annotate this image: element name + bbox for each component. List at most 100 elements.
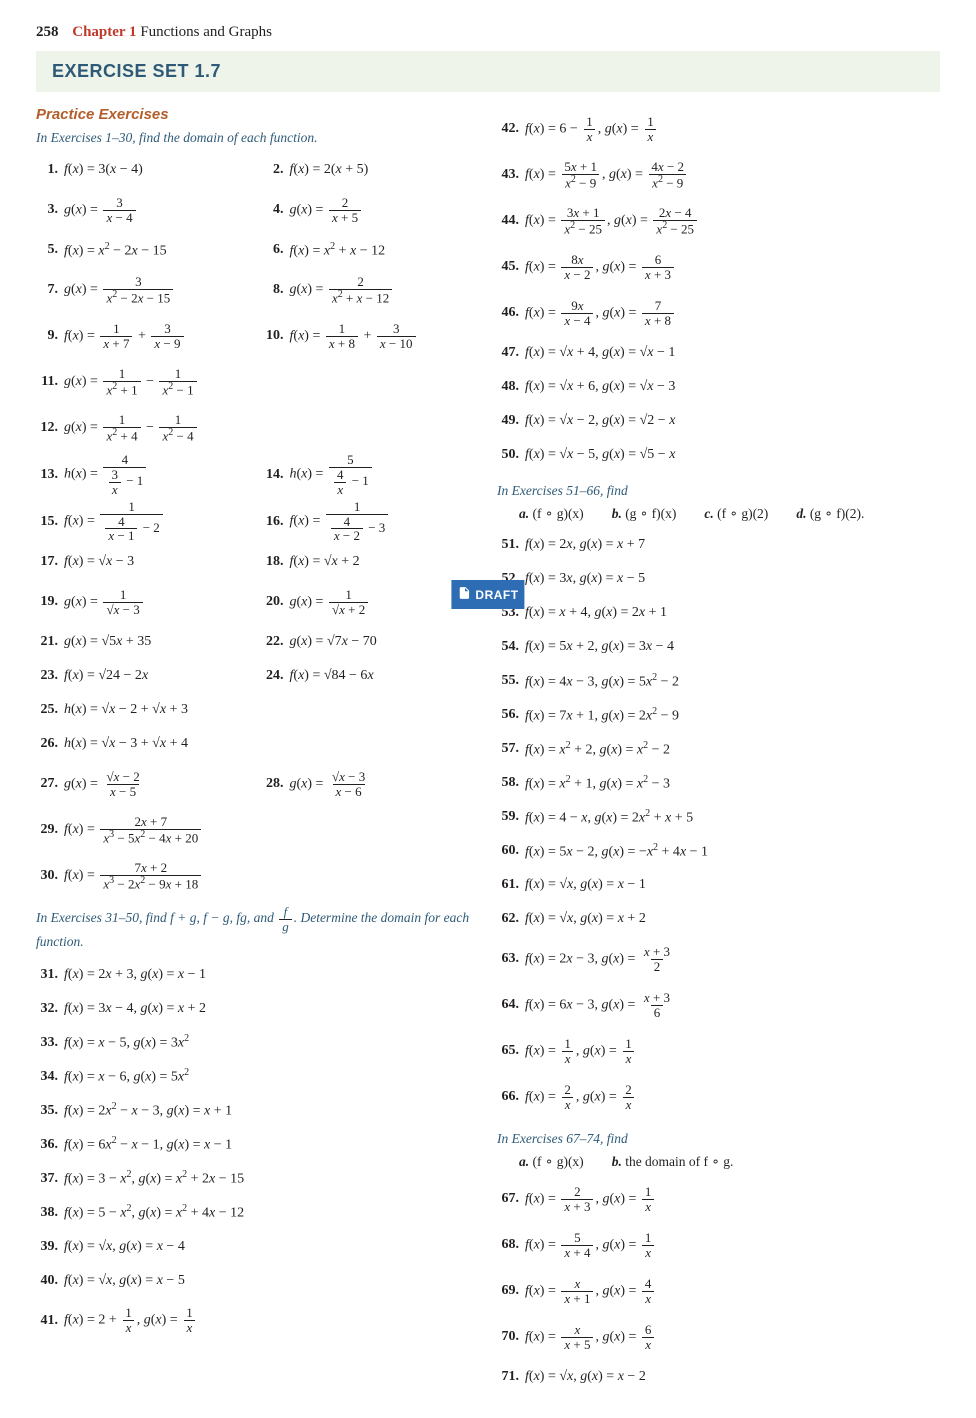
exercise-expression: f(x) = x2 + x − 12 [290,241,386,260]
exercise-item: 71.f(x) = √x, g(x) = x − 2 [497,1360,940,1394]
exercise-number: 5. [36,242,58,258]
exercise-item: 19. g(x) = 1√x − 3 [36,579,254,625]
exercise-number: 56. [497,707,519,723]
exercise-item: 7.g(x) = 3x2 − 2x − 15 [36,267,254,313]
exercise-expression: h(x) = √x − 2 + √x + 3 [64,702,188,718]
exercise-number: 22. [262,634,284,650]
exercise-expression: f(x) = x + 4, g(x) = 2x + 1 [525,605,667,621]
exercise-expression: f(x) = 3x + 1x2 − 25, g(x) = 2x − 4x2 − … [525,206,699,236]
exercise-expression: f(x) = √x + 2 [290,554,360,570]
exercise-expression: g(x) = √x − 3x − 6 [290,770,371,798]
exercise-item: 35.f(x) = 2x2 − x − 3, g(x) = x + 1 [36,1094,479,1128]
exercise-item: 10.f(x) = 1x + 8 + 3x − 10 [262,313,480,359]
exercise-expression: f(x) = √24 − 2x [64,668,148,684]
subparts-67-74: a. (f ∘ g)(x) b. the domain of f ∘ g. [519,1154,940,1170]
exercise-number: 45. [497,259,519,275]
exercise-item: 43.f(x) = 5x + 1x2 − 9, g(x) = 4x − 2x2 … [497,152,940,198]
exercise-item: 62.f(x) = √x, g(x) = x + 2 [497,902,940,936]
exercise-number: 31. [36,967,58,983]
exercise-number: 30. [36,868,58,884]
exercise-expression: f(x) = 2x, g(x) = 2x [525,1083,637,1111]
exercise-number: 48. [497,379,519,395]
exercise-item: 66.f(x) = 2x, g(x) = 2x [497,1074,940,1120]
subpart-c: c. (f ∘ g)(2) [704,506,768,522]
exercise-number: 59. [497,809,519,825]
exercise-item: 24.f(x) = √84 − 6x [262,659,480,693]
exercise-expression: g(x) = 1√x + 2 [290,588,371,616]
practice-heading: Practice Exercises [36,106,479,123]
exercise-item: 16.f(x) = 14x − 2 − 3 [262,498,480,545]
exercise-grid-31-41: 31.f(x) = 2x + 3, g(x) = x − 132.f(x) = … [36,958,479,1344]
exercise-item: 38.f(x) = 5 − x2, g(x) = x2 + 4x − 12 [36,1196,479,1230]
exercise-item: 36. f(x) = 6x2 − x − 1, g(x) = x − 1 [36,1128,479,1162]
exercise-number: 19. [36,594,58,610]
exercise-expression: f(x) = 4 − x, g(x) = 2x2 + x + 5 [525,808,693,827]
exercise-expression: h(x) = √x − 3 + √x + 4 [64,736,188,752]
exercise-item: 59. f(x) = 4 − x, g(x) = 2x2 + x + 5 [497,800,940,834]
exercise-item: 57.f(x) = x2 + 2, g(x) = x2 − 2 [497,732,940,766]
left-column: Practice Exercises In Exercises 1–30, fi… [36,106,479,1394]
exercise-expression: f(x) = 2(x + 5) [290,162,369,178]
exercise-item: 4.g(x) = 2x + 5 [262,187,480,233]
section-banner: EXERCISE SET 1.7 [36,51,940,92]
exercise-expression: g(x) = √7x − 70 [290,634,377,650]
draft-icon [457,586,471,603]
two-column-layout: Practice Exercises In Exercises 1–30, fi… [36,106,940,1394]
exercise-expression: g(x) = 2x + 5 [290,196,364,224]
exercise-number: 1. [36,162,58,178]
exercise-expression: f(x) = 6 − 1x, g(x) = 1x [525,115,659,143]
exercise-item: 69.f(x) = xx + 1, g(x) = 4x [497,1268,940,1314]
exercise-number: 67. [497,1191,519,1207]
chapter-number: Chapter 1 [72,24,136,40]
exercise-item: 39.f(x) = √x, g(x) = x − 4 [36,1230,479,1264]
exercise-number: 50. [497,447,519,463]
exercise-number: 32. [36,1001,58,1017]
exercise-expression: f(x) = 7x + 1, g(x) = 2x2 − 9 [525,706,679,725]
exercise-expression: g(x) = 1√x − 3 [64,588,145,616]
exercise-expression: f(x) = 3(x − 4) [64,162,143,178]
exercise-item: 11.g(x) = 1x2 + 1 − 1x2 − 1 [36,359,479,405]
exercise-item: 13. h(x) = 43x − 1 [36,451,254,498]
subpart-a: a. (f ∘ g)(x) [519,506,584,522]
exercise-expression: f(x) = 2x − 3, g(x) = x + 32 [525,945,675,973]
exercise-number: 60. [497,843,519,859]
exercise-item: 32.f(x) = 3x − 4, g(x) = x + 2 [36,992,479,1026]
page-header: 258 Chapter 1 Functions and Graphs [36,24,940,41]
exercise-expression: g(x) = 3x − 4 [64,196,138,224]
exercise-item: 14.h(x) = 54x − 1 [262,451,480,498]
exercise-item: 26. h(x) = √x − 3 + √x + 4 [36,727,479,761]
draft-label: DRAFT [475,588,518,602]
exercise-item: 34. f(x) = x − 6, g(x) = 5x2 [36,1060,479,1094]
exercise-number: 70. [497,1329,519,1345]
exercise-item: 55.f(x) = 4x − 3, g(x) = 5x2 − 2 [497,664,940,698]
exercise-number: 34. [36,1069,58,1085]
exercise-number: 29. [36,822,58,838]
exercise-expression: f(x) = √x, g(x) = x − 1 [525,877,646,893]
exercise-expression: f(x) = 8xx − 2, g(x) = 6x + 3 [525,253,676,281]
exercise-item: 22. g(x) = √7x − 70 [262,625,480,659]
exercise-expression: h(x) = 43x − 1 [64,453,148,496]
instruction-3: In Exercises 51–66, find [497,482,940,500]
exercise-number: 36. [36,1137,58,1153]
exercise-number: 47. [497,345,519,361]
exercise-item: 61.f(x) = √x, g(x) = x − 1 [497,868,940,902]
exercise-item: 64.f(x) = 6x − 3, g(x) = x + 36 [497,982,940,1028]
exercise-number: 37. [36,1171,58,1187]
instruction-4: In Exercises 67–74, find [497,1130,940,1148]
exercise-number: 26. [36,736,58,752]
exercise-number: 33. [36,1035,58,1051]
exercise-number: 44. [497,213,519,229]
exercise-expression: f(x) = x − 6, g(x) = 5x2 [64,1067,189,1086]
exercise-item: 12.g(x) = 1x2 + 4 − 1x2 − 4 [36,405,479,451]
exercise-expression: f(x) = 5x + 1x2 − 9, g(x) = 4x − 2x2 − 9 [525,160,689,190]
exercise-expression: g(x) = √5x + 35 [64,634,151,650]
exercise-number: 11. [36,374,58,390]
exercise-expression: f(x) = 6x2 − x − 1, g(x) = x − 1 [64,1135,232,1154]
exercise-number: 3. [36,202,58,218]
exercise-expression: f(x) = √x, g(x) = x + 2 [525,911,646,927]
page-number: 258 [36,24,59,40]
exercise-number: 13. [36,467,58,483]
exercise-expression: f(x) = 2x + 3, g(x) = 1x [525,1185,656,1213]
exercise-expression: f(x) = 14x − 1 − 2 [64,500,165,543]
exercise-grid-1-30: 1.f(x) = 3(x − 4)2.f(x) = 2(x + 5)3.g(x)… [36,153,479,899]
